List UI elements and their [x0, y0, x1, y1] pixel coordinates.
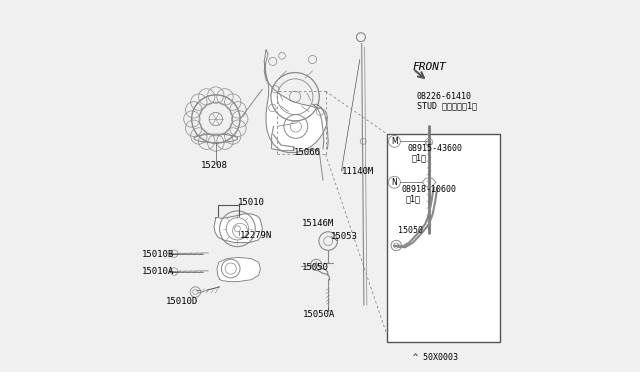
Text: 15208: 15208 [200, 161, 227, 170]
Text: 08915-43600: 08915-43600 [408, 144, 463, 153]
Text: 15050A: 15050A [303, 310, 335, 319]
Text: 15010B: 15010B [141, 250, 173, 259]
Text: 11140M: 11140M [342, 167, 374, 176]
Text: 15050: 15050 [398, 226, 423, 235]
Text: 15053: 15053 [331, 232, 358, 241]
Text: （1）: （1） [411, 154, 426, 163]
Text: 15146M: 15146M [301, 219, 333, 228]
Bar [387, 134, 500, 342]
Text: 15050: 15050 [301, 263, 328, 272]
Text: ^ 50X0003: ^ 50X0003 [413, 353, 458, 362]
Text: 08226-61410: 08226-61410 [417, 92, 472, 101]
Text: N: N [392, 178, 397, 187]
Polygon shape [264, 50, 328, 153]
Text: STUD スタッド（1）: STUD スタッド（1） [417, 102, 477, 110]
Text: ＼1／: ＼1／ [406, 195, 420, 203]
Text: FRONT: FRONT [413, 62, 447, 72]
Text: M: M [391, 137, 397, 146]
Polygon shape [214, 214, 262, 243]
Polygon shape [271, 126, 294, 151]
Text: 15010D: 15010D [166, 297, 198, 306]
Polygon shape [217, 257, 260, 282]
Text: 15010A: 15010A [141, 267, 173, 276]
Text: 15066: 15066 [294, 148, 321, 157]
Text: 15010: 15010 [238, 198, 265, 207]
Text: 08918-10600: 08918-10600 [402, 185, 457, 194]
Text: 12279N: 12279N [240, 231, 272, 240]
